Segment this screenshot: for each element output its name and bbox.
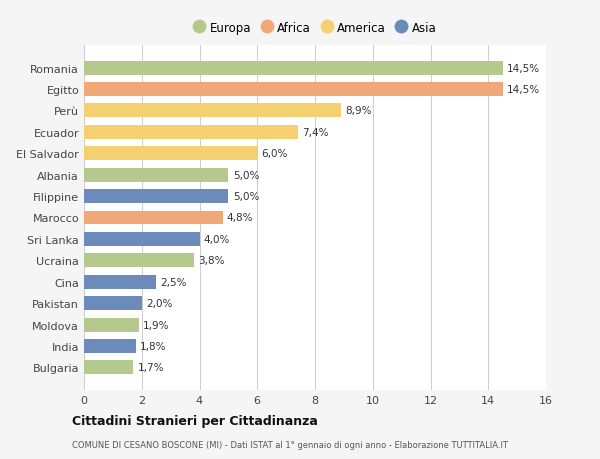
Bar (84, 168, 229, 182)
Text: 8,9%: 8,9% (346, 106, 372, 116)
Text: 5,0%: 5,0% (233, 170, 259, 180)
Legend: Europa, Africa, America, Asia: Europa, Africa, America, Asia (188, 17, 442, 40)
Text: 4,8%: 4,8% (227, 213, 253, 223)
Text: 3,8%: 3,8% (198, 256, 224, 266)
Bar (84, 254, 194, 268)
Text: COMUNE DI CESANO BOSCONE (MI) - Dati ISTAT al 1° gennaio di ogni anno - Elaboraz: COMUNE DI CESANO BOSCONE (MI) - Dati IST… (72, 441, 508, 449)
Bar (84, 83, 503, 97)
Text: 6,0%: 6,0% (262, 149, 288, 159)
Text: 2,0%: 2,0% (146, 298, 172, 308)
Bar (84, 147, 257, 161)
Bar (84, 339, 136, 353)
Bar (84, 275, 156, 289)
Text: 1,9%: 1,9% (143, 320, 170, 330)
Text: 14,5%: 14,5% (507, 63, 540, 73)
Bar (84, 361, 133, 375)
Text: 1,8%: 1,8% (140, 341, 167, 351)
Bar (84, 62, 503, 75)
Text: 4,0%: 4,0% (204, 235, 230, 244)
Text: 14,5%: 14,5% (507, 85, 540, 95)
Text: 7,4%: 7,4% (302, 128, 329, 138)
Bar (84, 126, 298, 140)
Text: 2,5%: 2,5% (161, 277, 187, 287)
Bar (84, 190, 229, 204)
Text: 5,0%: 5,0% (233, 192, 259, 202)
Text: Cittadini Stranieri per Cittadinanza: Cittadini Stranieri per Cittadinanza (72, 414, 318, 428)
Bar (84, 211, 223, 225)
Text: 1,7%: 1,7% (137, 363, 164, 373)
Bar (84, 232, 199, 246)
Bar (84, 318, 139, 332)
Bar (84, 297, 142, 310)
Bar (84, 104, 341, 118)
